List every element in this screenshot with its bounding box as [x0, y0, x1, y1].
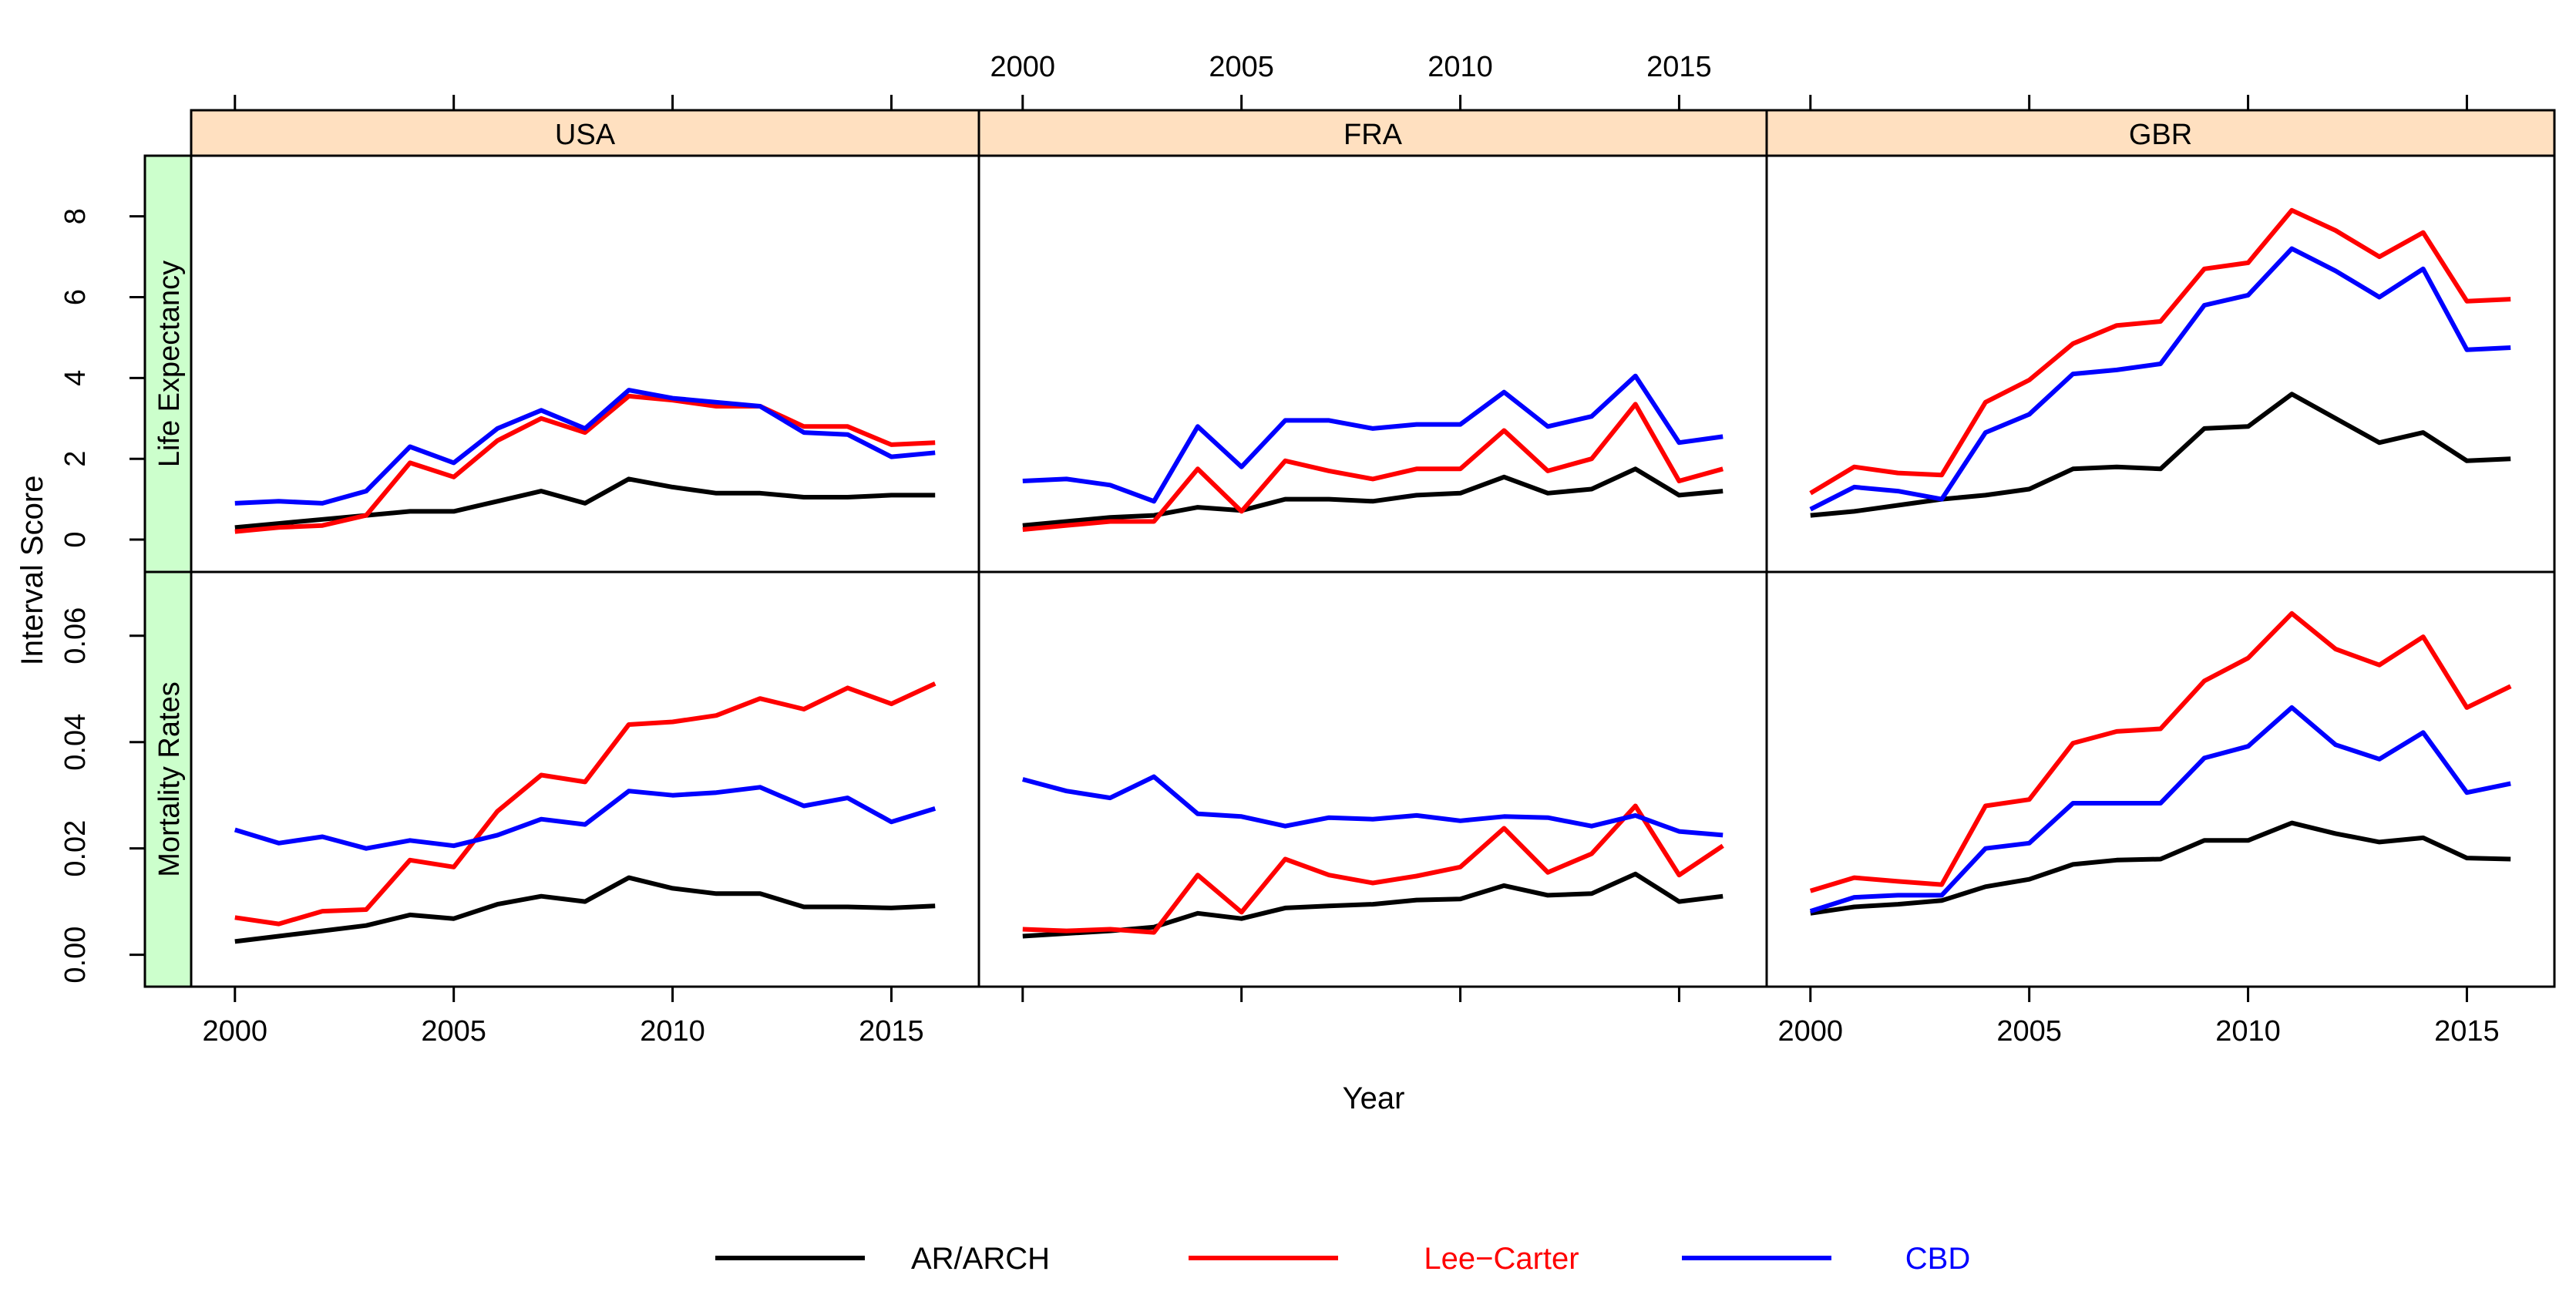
series-line-ar-arch-gbr-mortality-rates	[1810, 820, 2511, 916]
x-tick-label-bottom-gbr-2015: 2015	[2434, 1015, 2500, 1048]
series-line-lee-carter-fra-life-expectancy	[1022, 402, 1723, 532]
panel-frames-layer	[190, 110, 2556, 988]
strip-label-usa: USA	[555, 119, 616, 151]
series-line-lee-carter-usa-life-expectancy	[234, 393, 936, 534]
x-tick-label-bottom-usa-2010: 2010	[640, 1015, 705, 1048]
x-tick-label-bottom-gbr-2000: 2000	[1778, 1015, 1844, 1048]
y-tick-label-life-expectancy-1: 2	[59, 451, 92, 467]
strips-layer: USA FRA GBR Life Expectancy Mortality Rates	[143, 109, 2556, 988]
y-tick-label-life-expectancy-4: 8	[59, 208, 92, 224]
series-line-lee-carter-gbr-mortality-rates	[1809, 610, 2512, 893]
series-line-lee-carter-usa-mortality-rates	[234, 681, 937, 927]
x-tick-label-bottom-usa-2005: 2005	[421, 1015, 486, 1048]
series-line-lee-carter-fra-mortality-rates	[1022, 803, 1724, 935]
x-tick-label-bottom-gbr-2010: 2010	[2215, 1015, 2281, 1048]
x-tick-label-top-fra-2000: 2000	[990, 51, 1056, 83]
x-axis-label: Year	[1343, 1081, 1405, 1115]
x-tick-label-bottom-usa-2000: 2000	[203, 1015, 268, 1048]
axes-layer: 2000 2005 2010 2015 2000 2005 2010 2015 2000 2005…	[59, 51, 2500, 1048]
series-line-cbd-gbr-mortality-rates	[1809, 705, 2511, 913]
strip-usa	[190, 109, 980, 157]
x-tick-label-top-fra-2010: 2010	[1428, 51, 1493, 83]
series-line-lee-carter-gbr-life-expectancy	[1809, 207, 2511, 496]
y-tick-label-life-expectancy-3: 6	[59, 289, 92, 305]
y-tick-label-mortality-rates-2: 0.04	[59, 714, 92, 771]
series-layer	[234, 207, 2512, 944]
legend-label-lee-carter: Lee−Carter	[1424, 1242, 1579, 1276]
y-tick-label-life-expectancy-2: 4	[59, 370, 92, 386]
series-line-cbd-usa-mortality-rates	[234, 785, 937, 851]
x-tick-label-bottom-usa-2015: 2015	[859, 1015, 924, 1048]
series-line-ar-arch-fra-life-expectancy	[1022, 466, 1723, 528]
side-strip-label-mortality-rates: Mortality Rates	[153, 681, 186, 876]
series-line-ar-arch-usa-mortality-rates	[234, 875, 936, 944]
y-tick-label-mortality-rates-1: 0.02	[59, 820, 92, 877]
series-line-cbd-fra-life-expectancy	[1022, 373, 1723, 504]
strip-fra	[977, 109, 1768, 157]
y-tick-label-mortality-rates-0: 0.00	[59, 927, 92, 984]
series-line-cbd-fra-mortality-rates	[1022, 774, 1723, 838]
y-axis-label: Interval Score	[15, 476, 49, 666]
series-line-cbd-gbr-life-expectancy	[1809, 246, 2511, 512]
y-tick-label-mortality-rates-3: 0.06	[59, 607, 92, 664]
legend: AR/ARCH Lee−Carter CBD	[715, 1242, 1970, 1276]
side-strip-mortality-rates	[143, 570, 193, 988]
series-line-ar-arch-fra-mortality-rates	[1022, 871, 1723, 939]
series-line-ar-arch-gbr-life-expectancy	[1810, 392, 2511, 518]
x-tick-label-bottom-gbr-2005: 2005	[1996, 1015, 2062, 1048]
y-tick-label-life-expectancy-0: 0	[59, 531, 92, 547]
legend-label-ar-arch: AR/ARCH	[911, 1242, 1050, 1276]
legend-label-cbd: CBD	[1905, 1242, 1970, 1276]
x-tick-label-top-fra-2015: 2015	[1646, 51, 1712, 83]
x-tick-label-top-fra-2005: 2005	[1209, 51, 1274, 83]
strip-label-gbr: GBR	[2129, 119, 2192, 151]
series-line-cbd-usa-life-expectancy	[234, 388, 936, 506]
strip-label-fra: FRA	[1343, 119, 1403, 151]
side-strip-label-life-expectancy: Life Expectancy	[153, 261, 186, 467]
